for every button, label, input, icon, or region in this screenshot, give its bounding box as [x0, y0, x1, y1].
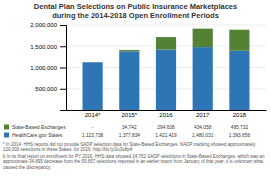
bars [83, 29, 250, 110]
y-tick: 1,000,000 [30, 65, 66, 71]
bar [119, 50, 139, 51]
footnote-line: * In 2014, HHS reports did not provide S… [3, 142, 256, 147]
bar [156, 50, 176, 110]
y-tick: 500,000 [35, 86, 66, 92]
y-tick-label: 1,000,000 [30, 65, 57, 71]
legend-swatch [4, 133, 9, 138]
chart: Dental Plan Selections on Public Insuran… [0, 0, 271, 186]
x-tick: 2014* [85, 110, 101, 118]
legend-swatch [4, 125, 9, 130]
y-tick: 1,500,000 [30, 44, 66, 50]
bar [156, 37, 176, 50]
x-axis: 2014* 2015* 2016 2017 2018 [67, 110, 267, 118]
data-label: 1,123,738 [82, 133, 104, 138]
data-label: 294,638 [157, 125, 175, 130]
data-label: 495,732 [231, 125, 249, 130]
footnote-line: 120,000 selections in these States. for … [3, 147, 133, 152]
y-tick-mark [60, 25, 66, 26]
footnote-line: b In its final report on enrollment for … [3, 154, 265, 159]
series [83, 47, 250, 110]
title-line: Dental Plan Selections on Public Insuran… [34, 2, 237, 11]
y-axis: 500,000 1,000,000 1,500,000 2,000,000 [30, 22, 66, 110]
footnote-line: caused the discrepancy. [3, 165, 51, 170]
y-tick-mark [60, 68, 66, 69]
y-tick-label: 1,500,000 [30, 44, 57, 50]
grid-line [66, 25, 266, 26]
data-label: 34,742 [122, 125, 137, 130]
data-label: 1,480,031 [192, 133, 214, 138]
title: Dental Plan Selections on Public Insuran… [34, 2, 237, 20]
x-tick-label: 2018 [233, 112, 247, 118]
bar [229, 30, 249, 51]
bar [229, 51, 249, 110]
x-tick: 2017 [196, 110, 210, 118]
x-tick-label: 2016 [159, 112, 173, 118]
legend-label: State-Based Exchanges [12, 124, 66, 130]
bar [83, 62, 103, 110]
y-tick-label: 500,000 [35, 86, 57, 92]
footnote: b In its final report on enrollment for … [3, 154, 265, 170]
series [119, 29, 249, 52]
data-label: - [92, 125, 94, 130]
data-label: 434,058 [194, 125, 212, 130]
plot: 500,0001,000,0001,500,0002,000,0002014*2… [30, 22, 266, 118]
x-tick: 2015* [121, 110, 137, 118]
data-label: 1,393,656 [229, 133, 251, 138]
bar [119, 51, 139, 110]
x-tick: 2018 [233, 110, 247, 118]
y-tick-label: 2,000,000 [30, 22, 57, 28]
x-tick: 2016 [159, 110, 173, 118]
bar [83, 62, 103, 63]
footnote: * In 2014, HHS reports did not provide S… [3, 142, 256, 152]
data-label: 1,377,834 [119, 133, 141, 138]
bar [193, 29, 213, 47]
data-label: 1,421,419 [155, 133, 177, 138]
y-tick-mark [60, 89, 66, 90]
y-tick-mark [60, 46, 66, 47]
x-tick-label: 2017 [196, 112, 210, 118]
y-tick: 2,000,000 [30, 22, 66, 28]
bar [193, 47, 213, 110]
legend-label: HealthCare.gov States [12, 132, 63, 138]
title-line: during the 2014-2018 Open Enrollment Per… [52, 11, 219, 20]
x-axis-line [67, 110, 267, 111]
x-tick-label: 2015* [121, 112, 137, 118]
y-axis-line [60, 26, 67, 111]
footnote-line: approximate 34,895 decrease from the 59,… [3, 159, 264, 164]
x-tick-label: 2014* [85, 112, 101, 118]
